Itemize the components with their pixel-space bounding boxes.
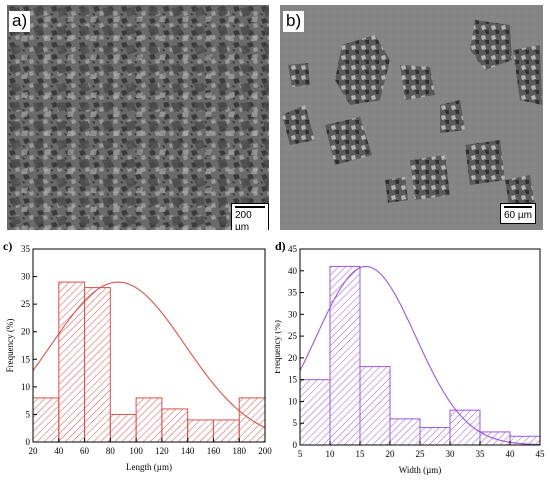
histogram-bar	[212, 419, 240, 443]
y-tick-label: 10	[21, 382, 31, 392]
y-tick-label: 10	[288, 396, 298, 406]
histogram-bar	[161, 408, 189, 443]
x-tick-label: 160	[207, 446, 221, 456]
y-tick-label: 30	[288, 309, 298, 319]
x-tick-label: 15	[356, 449, 366, 459]
y-tick-label: 30	[21, 272, 31, 282]
panel-letter-b: b)	[283, 11, 305, 32]
x-tick-label: 140	[181, 446, 195, 456]
y-tick-label: 15	[288, 375, 298, 385]
plot-frame	[32, 248, 266, 443]
sem-image-a: a) 200 µm	[7, 5, 269, 230]
y-tick-label: 35	[21, 244, 31, 254]
y-tick-label: 45	[288, 244, 298, 254]
histogram-bar	[84, 287, 111, 443]
x-tick-label: 40	[54, 446, 64, 456]
x-tick-label: 60	[80, 446, 90, 456]
scale-bar-line	[504, 206, 532, 208]
histogram-bar	[58, 281, 86, 443]
scale-bar-line	[235, 206, 265, 208]
x-axis-label: Width (µm)	[399, 465, 442, 475]
x-tick-label: 40	[506, 449, 516, 459]
normal-fit-curve	[32, 281, 266, 429]
y-tick-label: 20	[288, 353, 298, 363]
x-tick-label: 20	[29, 446, 39, 456]
y-tick-label: 25	[21, 299, 31, 309]
sem-image-b: b) 60 µm	[280, 5, 543, 230]
y-tick-label: 5	[293, 418, 298, 428]
x-tick-label: 10	[326, 449, 336, 459]
scale-bar-a: 200 µm	[231, 203, 269, 230]
scale-bar-label: 60 µm	[504, 210, 532, 221]
histogram-bar	[419, 427, 451, 446]
panel-letter: d)	[275, 239, 286, 253]
y-tick-label: 20	[21, 327, 31, 337]
histogram-bar	[32, 397, 60, 443]
panel-letter-a: a)	[9, 11, 31, 32]
x-tick-label: 100	[129, 446, 143, 456]
x-tick-label: 180	[232, 446, 246, 456]
sem-texture-a	[7, 5, 269, 230]
normal-fit-curve	[299, 265, 541, 446]
x-tick-label: 5	[298, 449, 303, 459]
y-tick-label: 40	[288, 266, 298, 276]
x-tick-label: 200	[258, 446, 272, 456]
x-tick-label: 35	[476, 449, 486, 459]
histogram-width: 5 10 15 20 25 30 35 40 45051015202530354045Width…	[275, 239, 546, 475]
x-tick-label: 80	[106, 446, 116, 456]
y-axis-label: Frequency (%)	[275, 320, 282, 374]
x-tick-label: 30	[446, 449, 456, 459]
histogram-bar	[135, 397, 163, 443]
y-tick-label: 25	[288, 331, 298, 341]
y-tick-label: 5	[26, 409, 31, 419]
histogram-bar	[329, 265, 361, 446]
y-tick-label: 35	[288, 288, 298, 298]
y-tick-label: 15	[21, 354, 31, 364]
histogram-bar	[299, 379, 331, 446]
sem-texture-b	[280, 5, 543, 230]
histogram-bar	[449, 409, 481, 446]
x-tick-label: 25	[416, 449, 426, 459]
x-tick-label: 20	[386, 449, 396, 459]
y-tick-label: 0	[26, 437, 31, 447]
histogram-bar	[359, 366, 391, 446]
histogram-bar	[389, 418, 421, 446]
histogram-bar	[109, 413, 137, 443]
x-tick-label: 45	[536, 449, 546, 459]
y-axis-label: Frequency (%)	[5, 319, 15, 373]
histogram-length: 20 40 60 80 100 120 140 160 180 200 0 5 10 15 20 25 30 35…	[3, 239, 272, 472]
histogram-bar	[187, 419, 214, 443]
x-axis-label: Length (µm)	[126, 462, 172, 472]
scale-bar-b: 60 µm	[500, 203, 536, 224]
x-tick-label: 120	[155, 446, 169, 456]
y-tick-label: 0	[293, 440, 298, 450]
panel-letter: c)	[3, 239, 12, 253]
scale-bar-label: 200 µm	[235, 210, 252, 230]
